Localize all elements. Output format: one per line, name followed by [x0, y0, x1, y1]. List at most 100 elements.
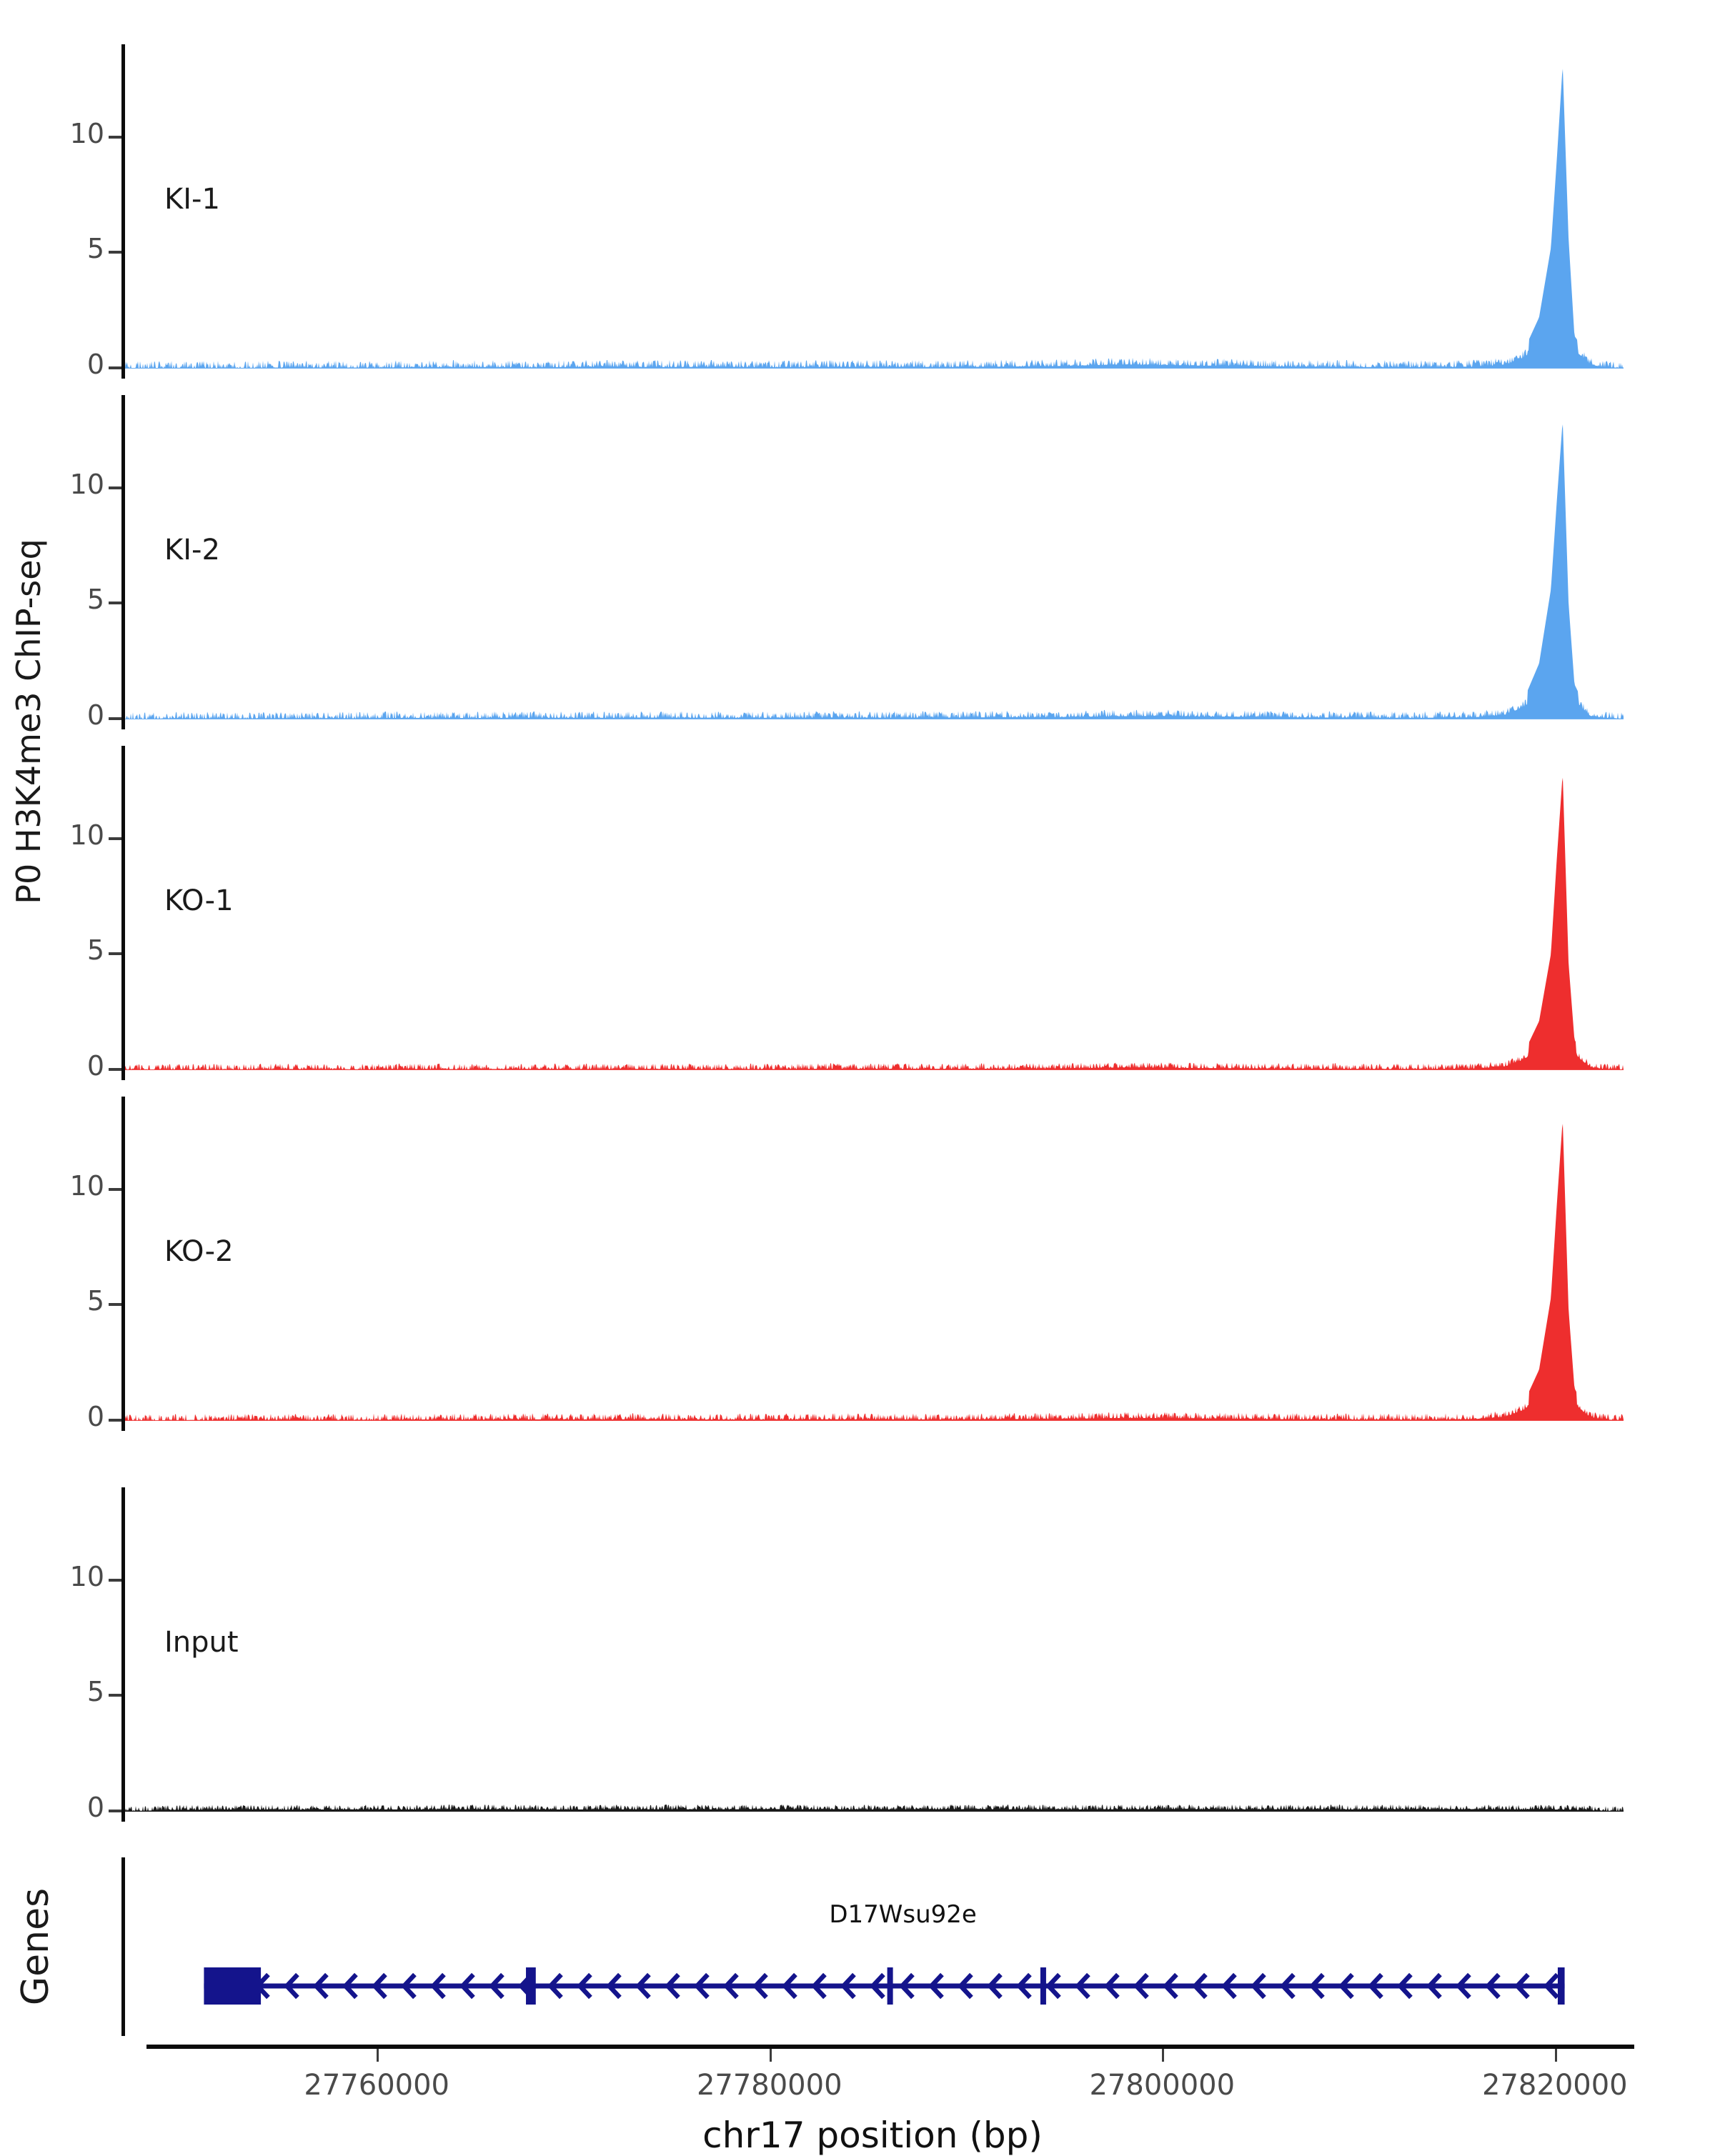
y-tick-label-input-0: 0: [86, 1792, 104, 1824]
y-tick-ki1-1: [109, 251, 121, 254]
signal-area-ko1: [125, 746, 1624, 1080]
y-tick-ki2-2: [109, 486, 121, 489]
gene-strand-arrow-icon: [371, 1972, 387, 2000]
gene-strand-arrow-icon: [400, 1972, 417, 2000]
gene-strand-arrow-icon: [986, 1972, 1003, 2000]
gene-exon-1: [526, 1967, 536, 2005]
gene-exon-3: [1040, 1967, 1046, 2005]
y-tick-ki2-1: [109, 602, 121, 605]
track-panel-ko2: 0 5 10 KO-2: [70, 1097, 1624, 1431]
gene-exon-0: [204, 1967, 262, 2005]
y-tick-label-input-1: 5: [86, 1676, 104, 1708]
track-label-ki2: KI-2: [164, 534, 220, 567]
gene-strand-arrow-icon: [635, 1972, 651, 2000]
gene-strand-arrow-icon: [1308, 1972, 1325, 2000]
gene-strand-arrow-icon: [693, 1972, 710, 2000]
gene-strand-arrow-icon: [459, 1972, 475, 2000]
y-tick-input-2: [109, 1578, 121, 1582]
gene-strand-arrow-icon: [840, 1972, 856, 2000]
x-axis-line: [146, 2045, 1634, 2049]
x-tick-label-3: 27820000: [1482, 2069, 1628, 2102]
track-label-ko1: KO-1: [164, 884, 234, 918]
y-tick-label-ko2-0: 0: [86, 1401, 104, 1433]
y-tick-label-ko2-1: 5: [86, 1285, 104, 1317]
y-tick-label-input-2: 10: [69, 1560, 104, 1592]
y-tick-label-ko2-2: 10: [69, 1169, 104, 1202]
gene-strand-arrow-icon: [1513, 1972, 1530, 2000]
signal-fill-ko2: [125, 1124, 1624, 1431]
y-tick-ko1-1: [109, 952, 121, 956]
track-panel-ki2: 0 5 10 KI-2: [70, 395, 1624, 729]
gene-strand-arrow-icon: [898, 1972, 915, 2000]
gene-strand-arrow-icon: [1074, 1972, 1090, 2000]
y-tick-label-ko1-2: 10: [69, 819, 104, 851]
gene-strand-arrow-icon: [1484, 1972, 1501, 2000]
x-tick-label-0: 27760000: [304, 2069, 449, 2102]
gene-strand-arrow-icon: [547, 1972, 563, 2000]
gene-strand-arrow-icon: [722, 1972, 739, 2000]
gene-strand-arrow-icon: [1221, 1972, 1237, 2000]
track-panel-input: 0 5 10 Input: [70, 1487, 1624, 1822]
gene-name-label: D17Wsu92e: [829, 1900, 977, 1929]
signal-area-input: [125, 1487, 1624, 1822]
y-tick-label-ki1-2: 10: [69, 117, 104, 149]
y-axis-spine-ki1: [121, 44, 125, 379]
y-tick-label-ko1-0: 0: [86, 1050, 104, 1082]
track-label-input: Input: [164, 1626, 239, 1660]
gene-strand-arrow-icon: [957, 1972, 973, 2000]
gene-strand-arrow-icon: [342, 1972, 358, 2000]
gene-strand-arrow-icon: [605, 1972, 622, 2000]
signal-fill-ko1: [125, 777, 1624, 1080]
y-tick-ki1-2: [109, 135, 121, 139]
gene-strand-arrow-icon: [664, 1972, 680, 2000]
gene-strand-arrow-icon: [1279, 1972, 1296, 2000]
gene-strand-arrow-icon: [312, 1972, 329, 2000]
signal-fill-ki1: [125, 69, 1624, 379]
signal-area-ki1: [125, 44, 1624, 379]
gene-strand-arrow-icon: [1250, 1972, 1266, 2000]
x-tick-2: [1162, 2049, 1165, 2062]
x-tick-label-1: 27780000: [696, 2069, 842, 2102]
gene-strand-arrow-icon: [1543, 1972, 1559, 2000]
y-tick-input-1: [109, 1694, 121, 1697]
gene-strand-arrow-icon: [1191, 1972, 1208, 2000]
gene-strand-arrow-icon: [429, 1972, 446, 2000]
signal-fill-ki2: [125, 424, 1624, 729]
x-tick-3: [1554, 2049, 1557, 2062]
y-axis-spine-ki2: [121, 395, 125, 729]
gene-strand-arrow-icon: [1426, 1972, 1442, 2000]
gene-strand-arrow-icon: [283, 1972, 299, 2000]
y-tick-label-ki2-1: 5: [86, 584, 104, 616]
y-tick-label-ki1-1: 5: [86, 233, 104, 265]
gene-strand-arrow-icon: [810, 1972, 827, 2000]
gene-strand-arrow-icon: [1455, 1972, 1471, 2000]
track-panel-ko1: 0 5 10 KO-1: [70, 746, 1624, 1080]
gene-strand-arrow-icon: [1133, 1972, 1149, 2000]
gene-strand-arrow-icon: [1015, 1972, 1032, 2000]
y-axis-spine-input: [121, 1487, 125, 1822]
y-tick-label-ki2-2: 10: [69, 468, 104, 500]
track-label-ko2: KO-2: [164, 1235, 234, 1269]
y-axis-spine-ko2: [121, 1097, 125, 1431]
gene-strand-arrow-icon: [781, 1972, 797, 2000]
x-tick-0: [377, 2049, 379, 2062]
gene-model: [204, 1967, 1565, 2005]
track-panel-ki1: 0 5 10 KI-1: [70, 44, 1624, 379]
x-tick-label-2: 27800000: [1089, 2069, 1236, 2102]
gene-strand-arrow-icon: [576, 1972, 592, 2000]
y-tick-label-ko1-1: 5: [86, 934, 104, 967]
signal-area-ki2: [125, 395, 1624, 729]
genes-axis-title: Genes: [14, 1887, 57, 2006]
gene-strand-arrow-icon: [1396, 1972, 1413, 2000]
gene-strand-arrow-icon: [1045, 1972, 1061, 2000]
y-tick-ki1-0: [109, 366, 121, 370]
gene-strand-arrow-icon: [1103, 1972, 1120, 2000]
y-tick-ki2-0: [109, 717, 121, 721]
y-tick-ko2-2: [109, 1187, 121, 1191]
genes-axis-spine: [121, 1857, 125, 2036]
y-axis-spine-ko1: [121, 746, 125, 1080]
signal-fill-input: [125, 1804, 1624, 1822]
y-tick-ko2-1: [109, 1303, 121, 1307]
gene-strand-arrow-icon: [752, 1972, 768, 2000]
